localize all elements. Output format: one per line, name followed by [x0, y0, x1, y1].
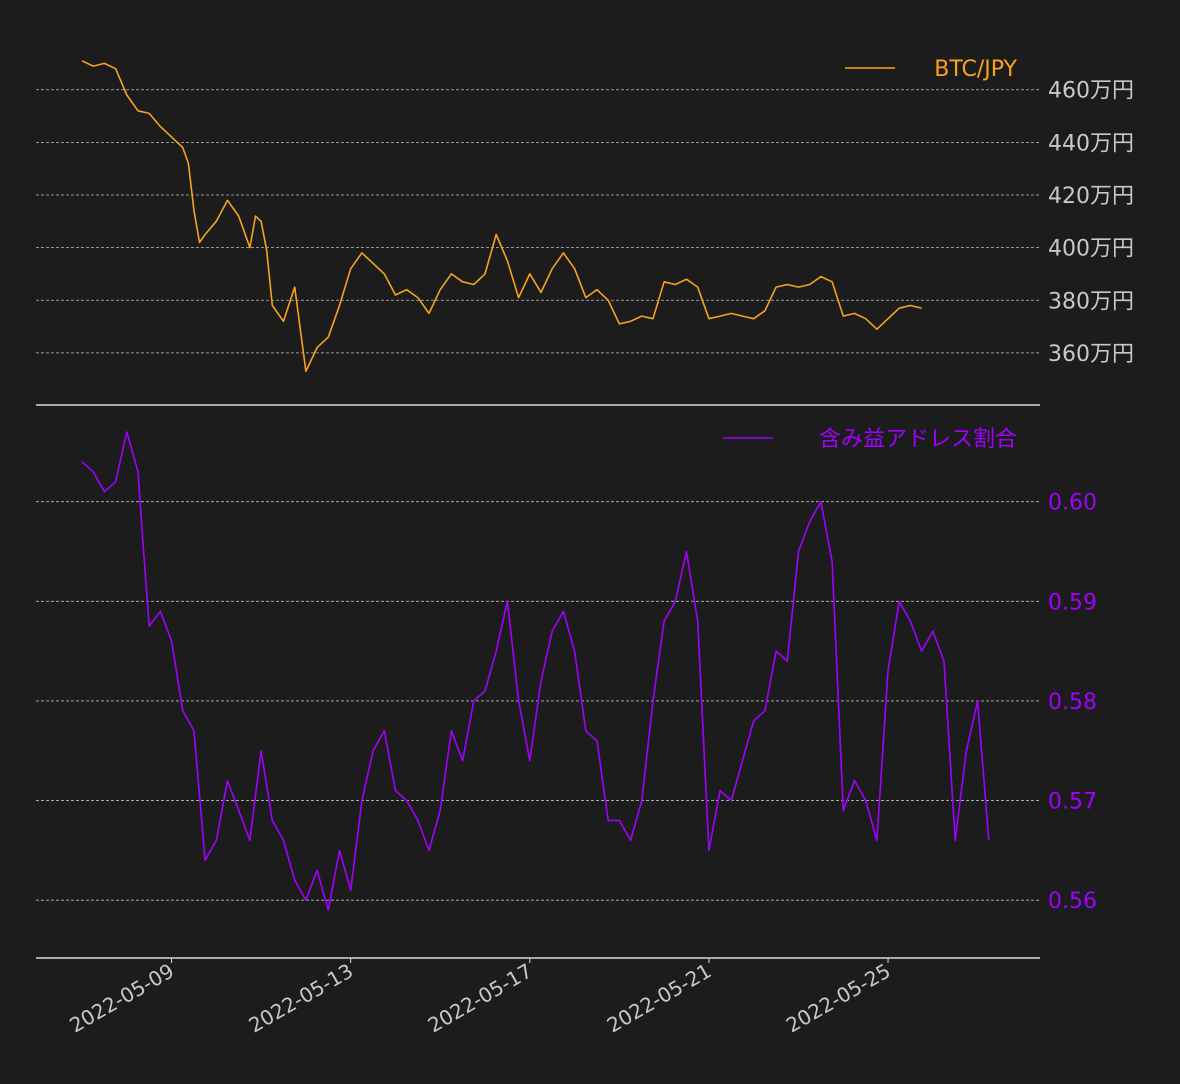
top-y-tick-label: 380万円 — [1048, 289, 1134, 314]
top-y-tick-label: 360万円 — [1048, 342, 1134, 367]
top-legend-label: BTC/JPY — [934, 57, 1017, 82]
top-legend: BTC/JPY — [845, 57, 1018, 82]
top-y-tick-label: 440万円 — [1048, 131, 1134, 156]
profit-address-ratio-line — [81, 431, 990, 911]
bottom-legend: 含み益アドレス割合 — [723, 427, 1017, 452]
top-y-tick-label: 420万円 — [1048, 184, 1134, 209]
top-panel-lines — [81, 60, 922, 373]
bottom-y-tick-label: 0.59 — [1048, 590, 1097, 615]
bottom-panel-y-ticks: 0.56 0.57 0.58 0.59 0.60 — [1048, 491, 1097, 914]
bottom-y-tick-label: 0.56 — [1048, 889, 1097, 914]
bottom-y-tick-label: 0.58 — [1048, 690, 1097, 715]
bottom-y-tick-label: 0.57 — [1048, 790, 1097, 815]
bottom-panel-lines — [81, 431, 990, 911]
btc-jpy-line — [81, 60, 922, 373]
bottom-y-tick-label: 0.60 — [1048, 491, 1097, 516]
top-panel-grid — [36, 89, 1040, 354]
top-y-tick-label: 400万円 — [1048, 237, 1134, 262]
top-y-tick-label: 460万円 — [1048, 79, 1134, 104]
bottom-legend-label: 含み益アドレス割合 — [819, 427, 1017, 452]
top-panel-y-ticks: 360万円 380万円 400万円 420万円 440万円 460万円 — [1048, 79, 1134, 367]
